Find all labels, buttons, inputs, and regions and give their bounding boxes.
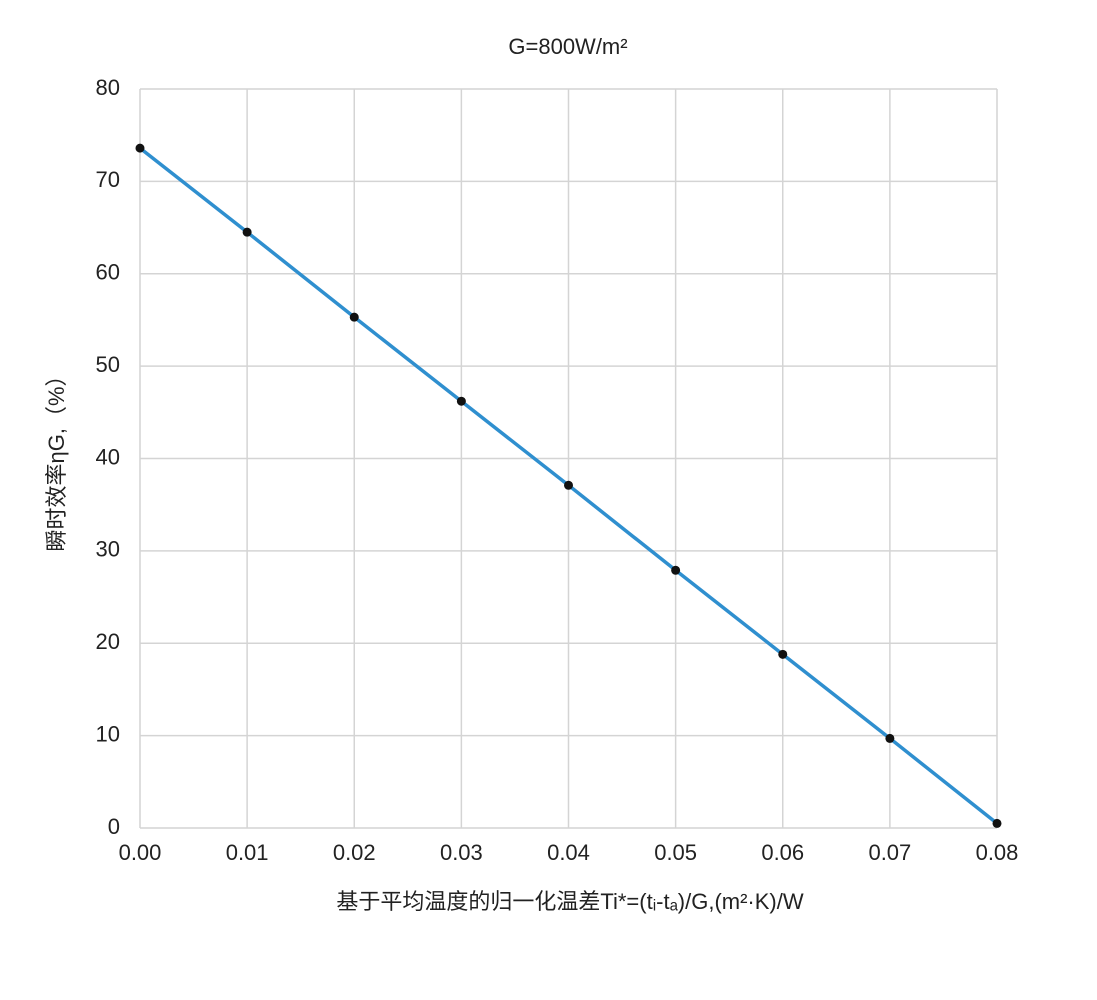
x-tick-label: 0.07 [868,840,911,865]
data-point [671,565,681,575]
x-tick-label: 0.06 [761,840,804,865]
data-point [242,227,252,237]
data-point [778,649,788,659]
data-point [885,733,895,743]
x-tick-label: 0.00 [119,840,162,865]
x-tick-label: 0.04 [547,840,590,865]
data-point [564,480,573,490]
data-point [456,396,466,406]
data-point [135,143,145,153]
chart-title: G=800W/m² [508,34,627,59]
y-tick-label: 40 [96,444,120,469]
y-tick-label: 10 [96,721,120,746]
y-tick-label: 50 [96,352,120,377]
x-tick-label: 0.05 [654,840,697,865]
y-tick-label: 20 [96,629,120,654]
x-tick-label: 0.03 [440,840,483,865]
y-axis-label: 瞬时效率ηG,（%） [44,364,69,551]
y-tick-label: 30 [96,537,120,562]
x-tick-label: 0.02 [333,840,376,865]
x-tick-label: 0.08 [976,840,1019,865]
x-axis-label: 基于平均温度的归一化温差Ti*=(tᵢ-tₐ)/G,(m²·K)/W [336,889,804,914]
y-tick-label: 0 [108,814,120,839]
y-tick-label: 70 [96,167,120,192]
x-tick-label: 0.01 [226,840,269,865]
y-tick-label: 60 [96,260,120,285]
data-point [349,312,359,322]
y-tick-label: 80 [96,75,120,100]
data-point [992,818,1002,828]
